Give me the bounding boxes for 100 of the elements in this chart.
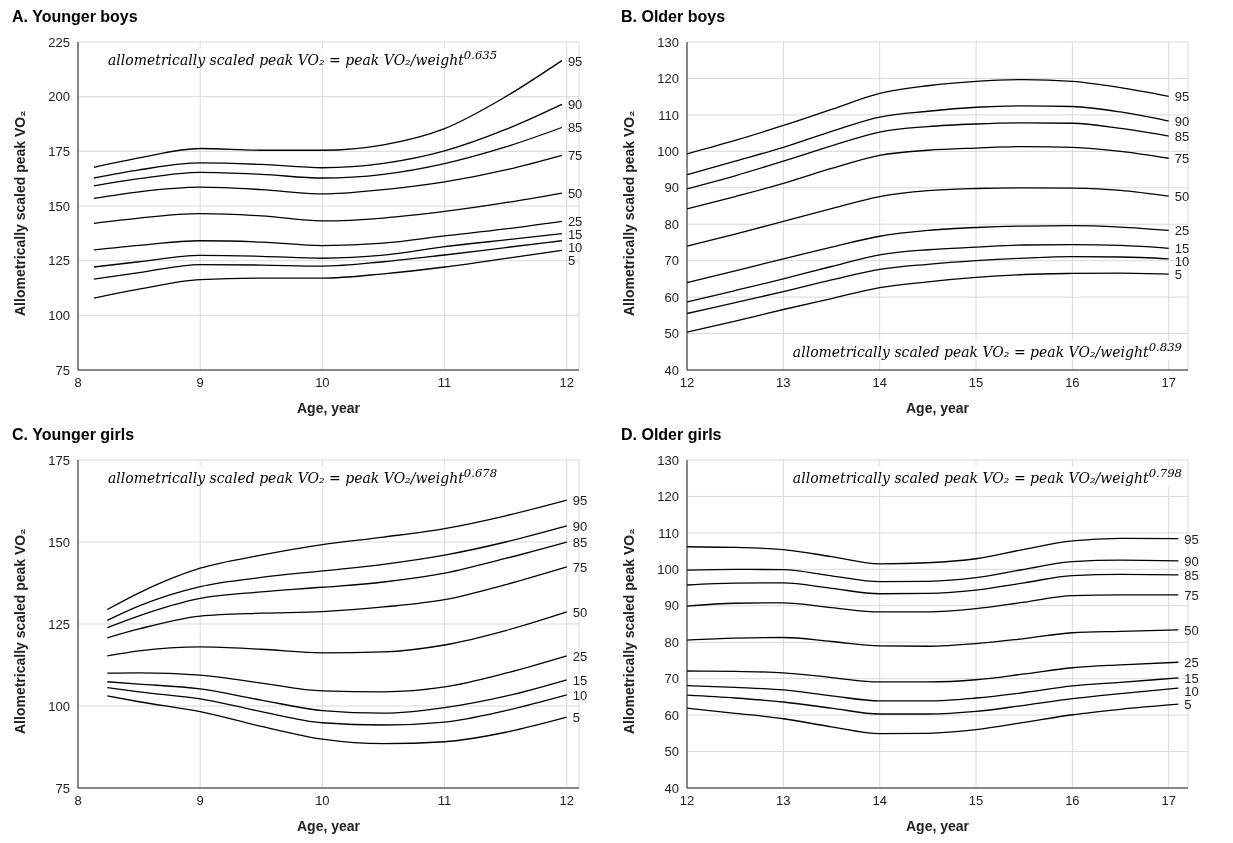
x-tick-label: 8 <box>74 375 82 391</box>
line-series <box>93 126 563 187</box>
line-series <box>687 661 1180 683</box>
line-series <box>687 272 1170 333</box>
series-label: 75 <box>572 559 588 575</box>
series-label: 75 <box>1174 151 1190 167</box>
series-label: 90 <box>572 518 588 534</box>
series-label: 15 <box>1174 241 1190 257</box>
line-series <box>93 249 563 299</box>
annotation: allometrically scaled peak VO₂ = peak VO₂/weight$^{0.678}$ <box>108 466 498 486</box>
line-series <box>687 573 1180 595</box>
x-axis-title: Age, year <box>905 818 970 834</box>
series-label: 95 <box>1184 531 1199 547</box>
series-label: 25 <box>572 648 588 664</box>
series-label: 50 <box>572 604 588 620</box>
y-tick-label: 100 <box>48 698 70 714</box>
y-axis-title: Allometrically scaled peak VO₂ <box>11 528 28 734</box>
line-series <box>106 541 568 629</box>
series-label: 25 <box>1174 223 1190 239</box>
y-tick-label: 200 <box>48 89 70 105</box>
series-label: 85 <box>567 120 583 136</box>
y-tick-label: 40 <box>664 780 679 796</box>
x-tick-label: 16 <box>1065 793 1080 809</box>
line-series <box>687 225 1170 284</box>
y-tick-label: 90 <box>664 598 679 614</box>
y-tick-label: 175 <box>48 143 70 159</box>
x-tick-label: 10 <box>315 375 330 391</box>
series-label: 50 <box>567 186 583 202</box>
line-series <box>106 525 568 622</box>
line-series <box>93 154 563 199</box>
series-label: 90 <box>1184 553 1199 569</box>
y-tick-label: 50 <box>664 326 679 342</box>
x-tick-label: 14 <box>872 375 887 391</box>
series-label: 50 <box>1184 622 1199 638</box>
x-tick-label: 12 <box>679 793 695 809</box>
y-tick-label: 60 <box>664 707 679 723</box>
y-tick-label: 125 <box>48 253 70 269</box>
series-label: 85 <box>1184 567 1199 583</box>
series-label: 15 <box>1184 670 1199 686</box>
annotation: allometrically scaled peak VO₂ = peak VO₂/weight$^{0.798}$ <box>792 466 1182 486</box>
line-series <box>93 192 563 224</box>
series-label: 50 <box>1174 189 1190 205</box>
x-tick-label: 13 <box>776 793 791 809</box>
y-tick-label: 100 <box>48 307 70 323</box>
line-series <box>106 679 568 714</box>
line-series <box>687 122 1170 190</box>
x-axis-title: Age, year <box>905 400 970 416</box>
line-series <box>106 695 568 745</box>
x-tick-label: 12 <box>559 375 575 391</box>
y-tick-label: 40 <box>664 362 679 378</box>
y-tick-label: 120 <box>657 489 679 505</box>
series-label: 15 <box>572 672 588 688</box>
series-label: 10 <box>1174 254 1190 270</box>
y-axis-title: Allometrically scaled peak VO₂ <box>620 528 637 734</box>
series-label: 95 <box>1174 89 1190 105</box>
series-label: 85 <box>1174 129 1190 145</box>
line-series <box>687 594 1180 613</box>
x-tick-label: 10 <box>315 793 330 809</box>
chart-title: B. Older boys <box>620 8 727 27</box>
series-label: 75 <box>1184 587 1199 603</box>
y-tick-label: 130 <box>657 452 679 468</box>
series-label: 75 <box>567 148 583 164</box>
x-tick-label: 16 <box>1065 375 1080 391</box>
series-label: 10 <box>567 240 583 256</box>
x-tick-label: 11 <box>437 375 452 391</box>
line-series <box>93 232 563 268</box>
series-label: 90 <box>567 97 583 113</box>
y-tick-label: 75 <box>55 362 70 378</box>
y-tick-label: 150 <box>48 534 70 550</box>
series-label: 95 <box>572 493 588 509</box>
line-series <box>687 105 1170 176</box>
line-series <box>687 687 1180 715</box>
line-series <box>106 686 568 726</box>
series-label: 25 <box>567 214 583 230</box>
y-tick-label: 80 <box>664 634 679 650</box>
y-tick-label: 50 <box>664 744 679 760</box>
x-tick-label: 15 <box>968 793 984 809</box>
line-series <box>106 655 568 693</box>
y-tick-label: 70 <box>664 253 679 269</box>
series-label: 85 <box>572 535 588 550</box>
line-series <box>687 537 1180 565</box>
line-series <box>106 566 568 639</box>
x-tick-label: 15 <box>968 375 984 391</box>
y-tick-label: 75 <box>55 780 70 796</box>
y-tick-label: 100 <box>657 143 679 159</box>
x-tick-label: 12 <box>559 793 575 809</box>
line-series <box>687 256 1170 315</box>
series-label: 5 <box>1184 697 1192 713</box>
x-tick-label: 13 <box>776 375 791 391</box>
chart-title: C. Younger girls <box>11 426 136 445</box>
y-axis-title: Allometrically scaled peak VO₂ <box>11 110 28 316</box>
line-series <box>687 145 1170 210</box>
line-series <box>93 220 563 251</box>
y-tick-label: 90 <box>664 180 679 196</box>
y-tick-label: 175 <box>48 452 70 468</box>
series-label: 5 <box>1174 267 1182 283</box>
x-tick-label: 12 <box>679 375 695 391</box>
line-series <box>687 243 1170 303</box>
y-tick-label: 60 <box>664 289 679 305</box>
chart-title: D. Older girls <box>620 426 723 445</box>
